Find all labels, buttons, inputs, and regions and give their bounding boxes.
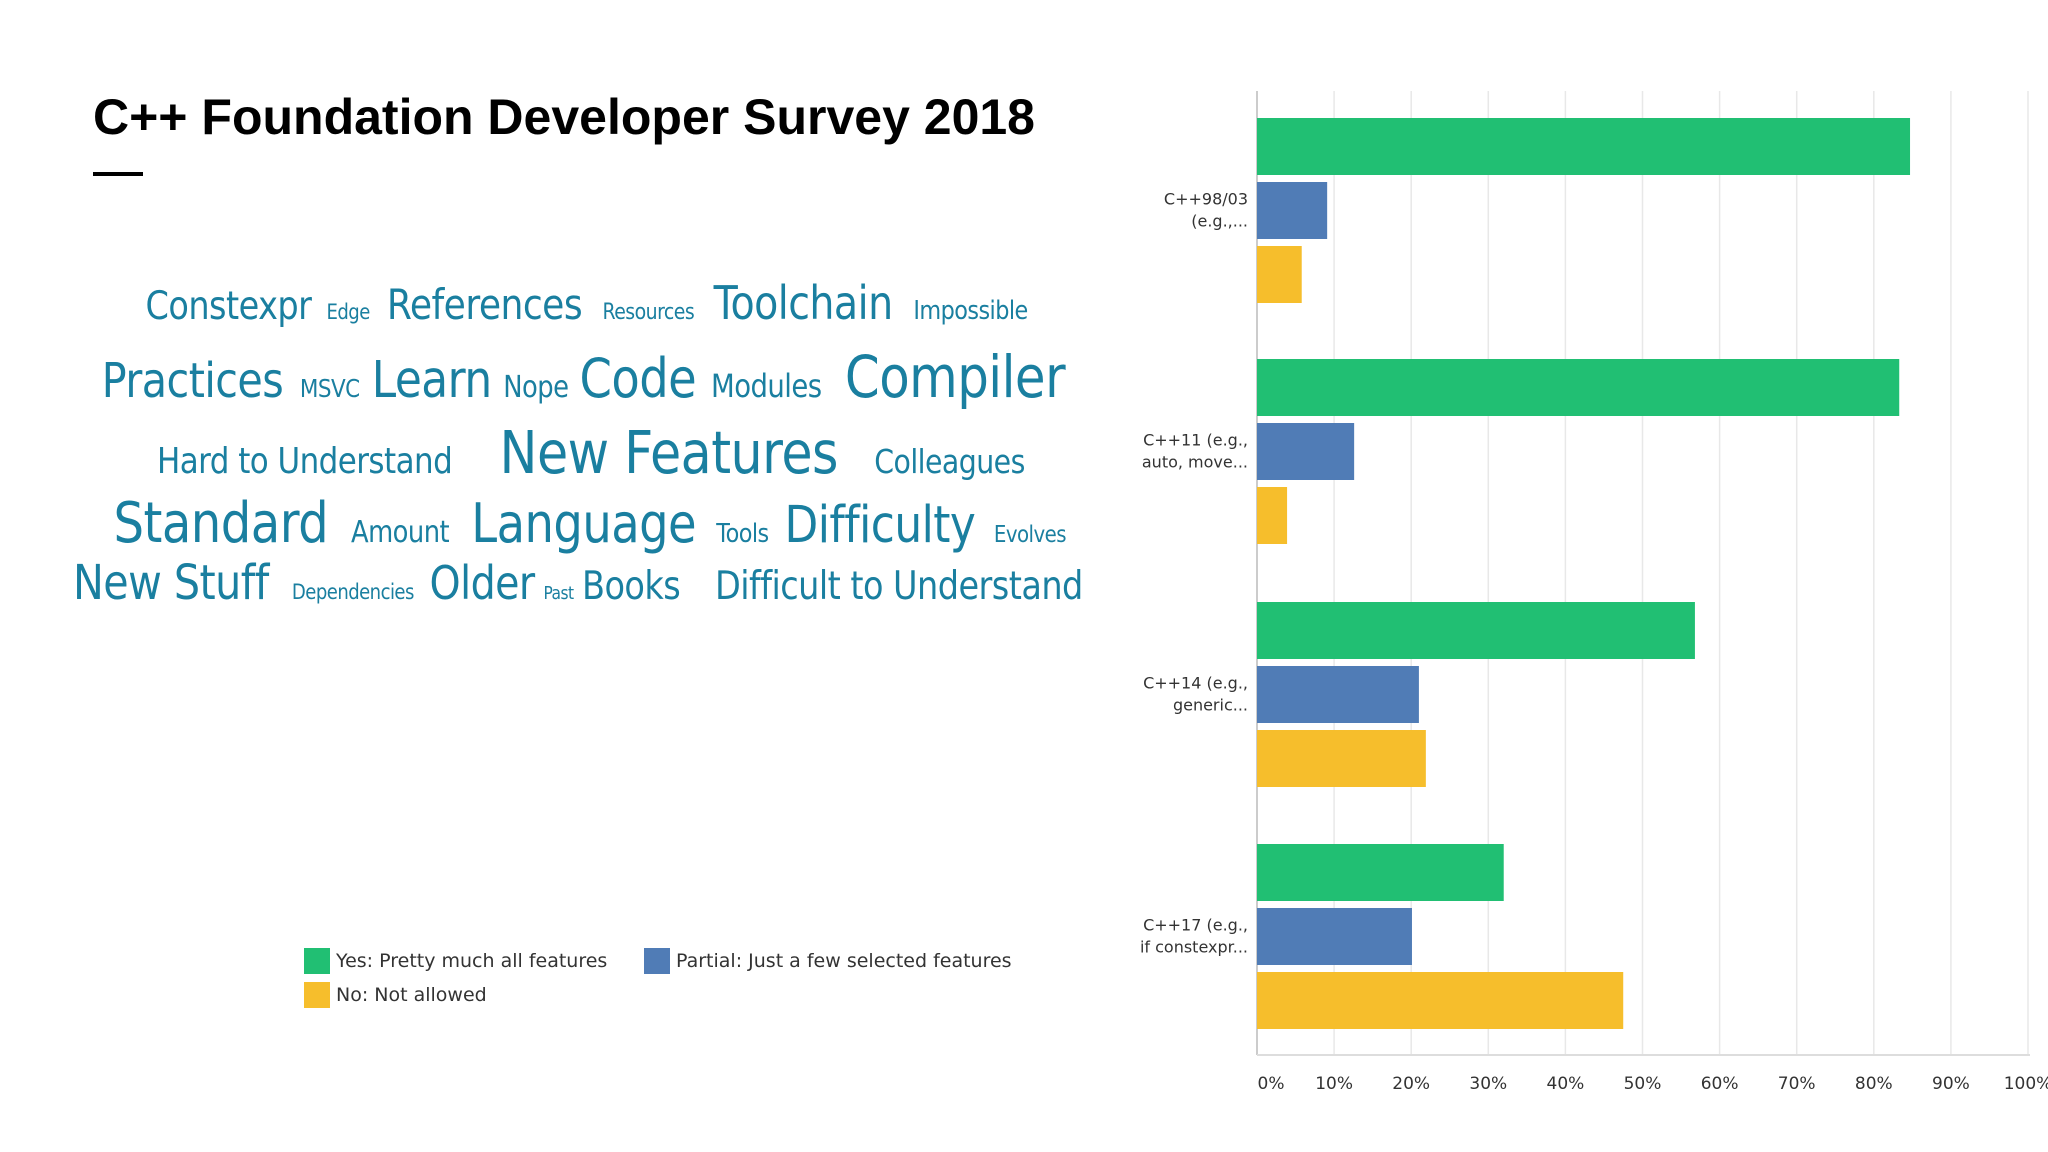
word-cloud-word: Hard to Understand [156, 441, 453, 482]
word-cloud-line: New Stuff Dependencies Older Past Books Diffi… [40, 559, 1130, 619]
word-cloud-word: MSVC [300, 374, 360, 403]
word-cloud-word: Resources [602, 300, 695, 325]
word-cloud-word: Evolves [994, 522, 1067, 548]
bar [1257, 730, 1426, 787]
x-tick-label: 100% [2004, 1074, 2048, 1094]
title-underline [93, 172, 143, 176]
x-tick-label: 20% [1392, 1074, 1430, 1094]
word-cloud-word: Modules [711, 367, 822, 405]
legend-label: Partial: Just a few selected features [676, 950, 1012, 972]
word-cloud: Constexpr Edge References Resources Toolchai… [40, 280, 1130, 640]
word-cloud-word: Constexpr [145, 284, 312, 329]
bar [1257, 118, 1911, 175]
bar [1257, 844, 1504, 901]
category-label: C++17 (e.g., [1143, 916, 1248, 935]
word-cloud-word: New Stuff [73, 555, 269, 611]
x-tick-label: 10% [1315, 1074, 1353, 1094]
bar [1257, 359, 1900, 416]
word-cloud-line: Constexpr Edge References Resources Toolchai… [40, 280, 1130, 340]
bar [1257, 666, 1419, 723]
page-title: C++ Foundation Developer Survey 2018 [93, 89, 1035, 145]
category-label: auto, move... [1142, 453, 1248, 472]
x-tick-label: 60% [1701, 1074, 1739, 1094]
word-cloud-word: Code [579, 347, 697, 410]
category-label: (e.g.,... [1191, 212, 1248, 231]
legend-label: Yes: Pretty much all features [336, 950, 608, 972]
word-cloud-word: Tools [715, 519, 769, 549]
x-tick-label: 80% [1855, 1074, 1893, 1094]
bar [1257, 246, 1302, 303]
bar [1257, 487, 1288, 544]
x-tick-label: 50% [1624, 1074, 1662, 1094]
x-tick-label: 0% [1258, 1074, 1285, 1094]
word-cloud-line: Practices MSVC Learn Nope Code Modules Compile… [40, 348, 1130, 408]
legend-item: No: Not allowed [304, 982, 487, 1008]
legend-swatch [304, 982, 330, 1008]
word-cloud-line: Hard to Understand New Features Colleagues [40, 423, 1130, 483]
legend-item: Yes: Pretty much all features [304, 948, 607, 974]
word-cloud-word: Learn [371, 351, 492, 410]
word-cloud-word: New Features [499, 418, 839, 487]
bar [1257, 182, 1328, 239]
category-label: if constexpr... [1140, 938, 1248, 957]
word-cloud-word: Past [543, 583, 574, 604]
word-cloud-word: Standard [113, 491, 329, 556]
word-cloud-word: Colleagues [874, 442, 1025, 481]
x-tick-label: 40% [1547, 1074, 1585, 1094]
category-label: C++14 (e.g., [1143, 674, 1248, 693]
legend-label: No: Not allowed [336, 984, 487, 1006]
word-cloud-word: Older [429, 556, 536, 610]
category-label: generic... [1173, 696, 1248, 715]
legend-swatch [304, 948, 330, 974]
word-cloud-word: Edge [326, 300, 370, 324]
category-label: C++11 (e.g., [1143, 431, 1248, 450]
word-cloud-line: Standard Amount Language Tools Difficulty Evo… [40, 496, 1130, 556]
word-cloud-word: Language [471, 492, 697, 555]
word-cloud-word: Amount [350, 515, 450, 550]
x-tick-label: 70% [1778, 1074, 1816, 1094]
chart-legend: Yes: Pretty much all features Partial: Ju… [304, 948, 1064, 1018]
x-tick-label: 90% [1932, 1074, 1970, 1094]
bar [1257, 972, 1624, 1029]
legend-swatch [644, 948, 670, 974]
word-cloud-word: Toolchain [713, 276, 893, 330]
word-cloud-word: References [386, 280, 582, 329]
legend-item: Partial: Just a few selected features [644, 948, 1012, 974]
word-cloud-word: Nope [503, 370, 569, 405]
bar [1257, 908, 1412, 965]
word-cloud-word: Dependencies [292, 580, 415, 604]
word-cloud-word: Difficulty [784, 496, 976, 555]
bar [1257, 602, 1695, 659]
bar [1257, 423, 1355, 480]
word-cloud-word: Practices [101, 353, 284, 409]
word-cloud-word: Compiler [845, 343, 1066, 411]
category-label: C++98/03 [1164, 190, 1248, 209]
word-cloud-word: Books [581, 564, 681, 609]
word-cloud-word: Impossible [913, 296, 1028, 326]
x-tick-label: 30% [1469, 1074, 1507, 1094]
word-cloud-word: Difficult to Understand [714, 564, 1083, 609]
